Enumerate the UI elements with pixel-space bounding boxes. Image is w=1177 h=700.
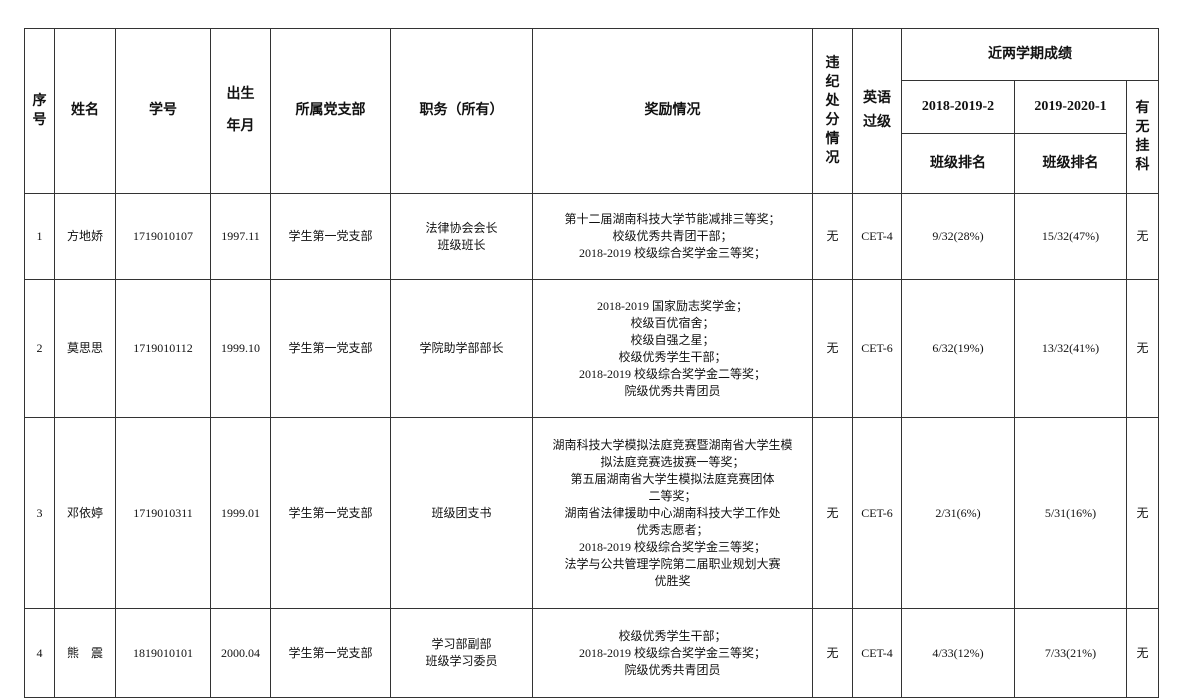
cell-branch: 学生第一党支部 xyxy=(270,279,391,418)
header-rank2: 班级排名 xyxy=(1014,133,1127,194)
cell-student-id: 1719010112 xyxy=(115,279,211,418)
cell-name: 莫思思 xyxy=(54,279,116,418)
cell-awards: 校级优秀学生干部； 2018-2019 校级综合奖学金三等奖； 院级优秀共青团员 xyxy=(532,608,813,698)
cell-branch: 学生第一党支部 xyxy=(270,417,391,609)
cell-failed: 无 xyxy=(1125,417,1160,609)
header-failed: 有 无 挂 科 xyxy=(1125,80,1160,194)
cell-birth: 1999.01 xyxy=(210,417,271,609)
header-grades: 近两学期成绩 xyxy=(900,28,1160,81)
cell-position: 法律协会会长 班级班长 xyxy=(390,193,533,280)
cell-awards: 湖南科技大学模拟法庭竞赛暨湖南省大学生模 拟法庭竞赛选拔赛一等奖； 第五届湖南省… xyxy=(532,417,813,609)
cell-student-id: 1719010107 xyxy=(115,193,211,280)
cell-name: 邓依婷 xyxy=(54,417,116,609)
cell-birth: 2000.04 xyxy=(210,608,271,698)
header-index: 序 号 xyxy=(24,28,55,194)
cell-branch: 学生第一党支部 xyxy=(270,608,391,698)
cell-index: 1 xyxy=(24,193,55,280)
header-birth: 出生 年月 xyxy=(210,28,271,194)
cell-name: 熊 震 xyxy=(54,608,116,698)
cell-student-id: 1819010101 xyxy=(115,608,211,698)
cell-english: CET-6 xyxy=(852,417,902,609)
header-discipline: 违 纪 处 分 情 况 xyxy=(812,28,853,194)
header-position: 职务（所有） xyxy=(390,28,533,194)
header-name: 姓名 xyxy=(54,28,116,194)
header-branch: 所属党支部 xyxy=(270,28,391,194)
cell-discipline: 无 xyxy=(812,608,853,698)
cell-discipline: 无 xyxy=(812,193,853,280)
cell-rank2: 13/32(41%) xyxy=(1014,279,1127,418)
table-row: 2 莫思思 1719010112 1999.10 学生第一党支部 学院助学部部长 2018-… xyxy=(24,279,1160,418)
student-table: 序 号 姓名 学号 出生 年月 所属党支部 职务（所有） 奖励情况 违 纪 处 … xyxy=(24,28,1160,698)
cell-student-id: 1719010311 xyxy=(115,417,211,609)
cell-position: 学习部副部 班级学习委员 xyxy=(390,608,533,698)
cell-rank2: 15/32(47%) xyxy=(1014,193,1127,280)
cell-awards: 第十二届湖南科技大学节能减排三等奖； 校级优秀共青团干部； 2018-2019 … xyxy=(532,193,813,280)
cell-rank1: 2/31(6%) xyxy=(901,417,1015,609)
cell-index: 4 xyxy=(24,608,55,698)
cell-birth: 1999.10 xyxy=(210,279,271,418)
header-term1: 2018-2019-2 xyxy=(901,80,1015,134)
cell-awards: 2018-2019 国家励志奖学金； 校级百优宿舍； 校级自强之星； 校级优秀学… xyxy=(532,279,813,418)
header-term2: 2019-2020-1 xyxy=(1014,80,1127,134)
cell-position: 班级团支书 xyxy=(390,417,533,609)
cell-rank2: 5/31(16%) xyxy=(1014,417,1127,609)
cell-english: CET-4 xyxy=(852,193,902,280)
table-row: 1 方地娇 1719010107 1997.11 学生第一党支部 法律协会会长 班级班长第… xyxy=(24,193,1160,280)
cell-failed: 无 xyxy=(1125,608,1160,698)
cell-english: CET-4 xyxy=(852,608,902,698)
cell-rank1: 6/32(19%) xyxy=(901,279,1015,418)
cell-english: CET-6 xyxy=(852,279,902,418)
cell-rank1: 4/33(12%) xyxy=(901,608,1015,698)
header-awards: 奖励情况 xyxy=(532,28,813,194)
header-rank1: 班级排名 xyxy=(901,133,1015,194)
cell-name: 方地娇 xyxy=(54,193,116,280)
cell-failed: 无 xyxy=(1125,279,1160,418)
cell-index: 2 xyxy=(24,279,55,418)
cell-birth: 1997.11 xyxy=(210,193,271,280)
table-row: 3 邓依婷 1719010311 1999.01 学生第一党支部 班级团支书 湖南科技大学模… xyxy=(24,417,1160,609)
cell-position: 学院助学部部长 xyxy=(390,279,533,418)
header-student-id: 学号 xyxy=(115,28,211,194)
cell-rank2: 7/33(21%) xyxy=(1014,608,1127,698)
cell-failed: 无 xyxy=(1125,193,1160,280)
cell-discipline: 无 xyxy=(812,279,853,418)
cell-branch: 学生第一党支部 xyxy=(270,193,391,280)
cell-rank1: 9/32(28%) xyxy=(901,193,1015,280)
cell-index: 3 xyxy=(24,417,55,609)
header-english: 英语 过级 xyxy=(852,28,902,194)
cell-discipline: 无 xyxy=(812,417,853,609)
